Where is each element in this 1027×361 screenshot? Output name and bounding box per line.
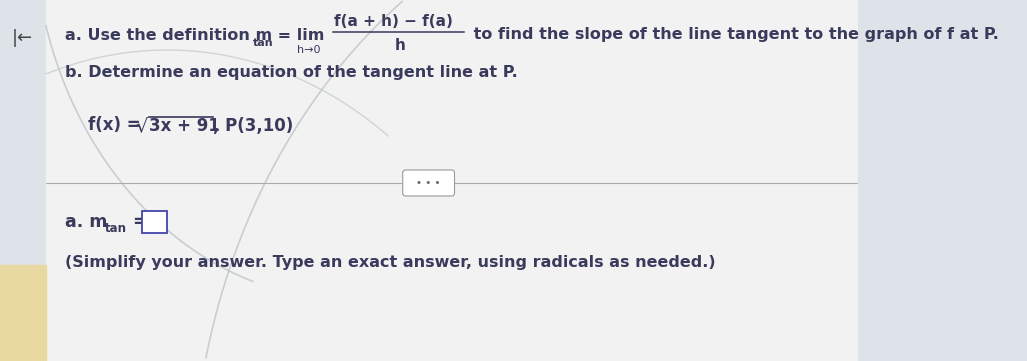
- Text: • • •: • • •: [416, 178, 441, 188]
- FancyBboxPatch shape: [403, 170, 455, 196]
- Text: |←: |←: [12, 29, 33, 47]
- Text: tan: tan: [105, 222, 126, 235]
- Text: h: h: [394, 39, 406, 53]
- Text: tan: tan: [253, 38, 274, 48]
- Text: √: √: [136, 117, 148, 135]
- Text: =: =: [127, 213, 148, 231]
- Text: a. Use the definition m: a. Use the definition m: [65, 27, 272, 43]
- Text: f(a + h) − f(a): f(a + h) − f(a): [334, 14, 453, 30]
- Bar: [142, 211, 167, 233]
- Bar: [0, 265, 46, 361]
- Text: , P(3,10): , P(3,10): [213, 117, 294, 135]
- Text: f(x) =: f(x) =: [87, 116, 146, 134]
- Text: 3x + 91: 3x + 91: [149, 117, 220, 135]
- Text: h→0: h→0: [297, 45, 320, 55]
- Text: to find the slope of the line tangent to the graph of f at P.: to find the slope of the line tangent to…: [468, 27, 998, 43]
- Text: = lim: = lim: [271, 27, 324, 43]
- Text: b. Determine an equation of the tangent line at P.: b. Determine an equation of the tangent …: [65, 65, 518, 79]
- Text: a. m: a. m: [65, 213, 108, 231]
- Text: (Simplify your answer. Type an exact answer, using radicals as needed.): (Simplify your answer. Type an exact ans…: [65, 255, 716, 270]
